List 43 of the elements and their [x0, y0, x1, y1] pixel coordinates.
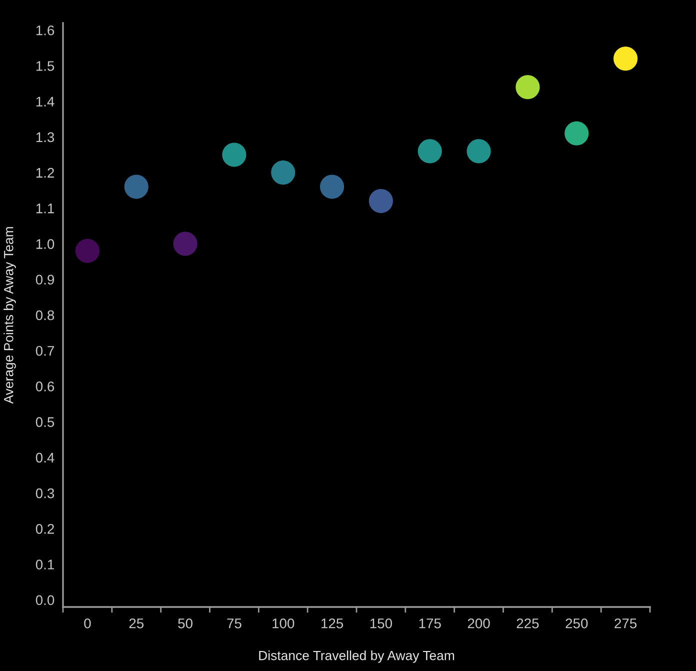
point	[320, 174, 344, 199]
y-tick-label: 0.5	[36, 417, 54, 427]
point	[173, 232, 198, 256]
x-tick-label: 175	[419, 618, 441, 628]
y-tick-label: 0.3	[36, 488, 54, 498]
x-tick-label: 250	[566, 618, 588, 628]
y-tick-label: 1.2	[36, 168, 54, 178]
point	[614, 46, 638, 71]
y-tick-label: 0.0	[36, 595, 54, 606]
y-tick-label: 0.4	[36, 452, 54, 463]
x-tick-label: 75	[227, 618, 242, 628]
x-tick-label: 200	[468, 618, 490, 628]
y-tick-label: 1.5	[36, 61, 54, 71]
y-tick-label: 0.9	[36, 274, 54, 285]
x-axis-title: Distance Travelled by Away Team	[259, 650, 454, 663]
point	[564, 121, 589, 146]
point	[418, 139, 442, 164]
x-tick-label: 275	[614, 618, 637, 628]
point	[271, 160, 296, 185]
x-tick-label: 100	[272, 618, 294, 628]
point	[124, 174, 148, 199]
y-tick-label: 1.1	[36, 204, 54, 214]
y-tick-label: 0.6	[36, 382, 54, 392]
y-tick-label: 1.0	[36, 239, 54, 249]
point	[368, 189, 393, 214]
point	[516, 75, 540, 100]
point	[466, 139, 491, 164]
x-tick-label: 0	[84, 618, 91, 628]
y-tick-label: 1.6	[36, 25, 54, 36]
y-tick-label: 0.1	[36, 560, 54, 570]
point	[222, 142, 246, 167]
x-tick-label: 125	[322, 618, 344, 628]
y-axis-title: Average Points by Away Team	[4, 227, 16, 404]
point	[75, 238, 100, 263]
x-tick-label: 150	[370, 618, 392, 628]
x-tick-label: 25	[129, 618, 144, 628]
x-tick-label: 225	[516, 618, 539, 628]
x-tick-label: 50	[178, 618, 192, 628]
y-tick-label: 0.2	[36, 524, 54, 534]
y-tick-label: 1.4	[36, 96, 54, 106]
y-tick-label: 0.7	[36, 346, 54, 356]
y-tick-label: 1.3	[36, 132, 54, 142]
y-tick-label: 0.8	[36, 310, 54, 320]
